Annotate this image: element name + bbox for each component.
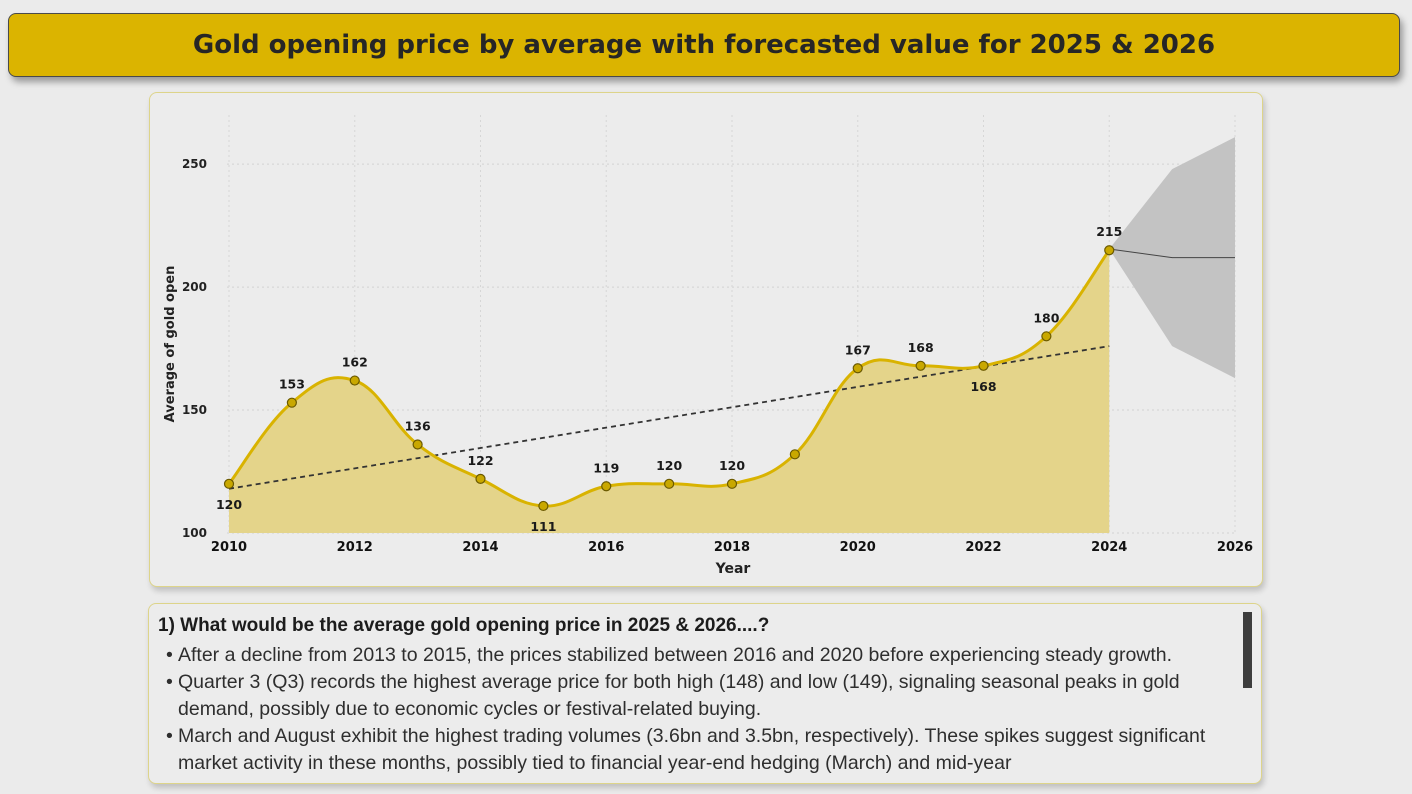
area-chart: 120 153 162 136 122 111 119 120 120 167 168 168 180 2… bbox=[163, 115, 1253, 577]
x-tick-label: 2020 bbox=[840, 540, 876, 555]
insight-bullet: • After a decline from 2013 to 2015, the … bbox=[166, 642, 1246, 669]
x-tick-label: 2018 bbox=[714, 540, 750, 555]
scrollbar-thumb[interactable] bbox=[1243, 612, 1252, 688]
x-tick-label: 2026 bbox=[1217, 540, 1253, 555]
y-tick-label: 250 bbox=[182, 157, 207, 171]
y-axis-title: Average of gold open bbox=[163, 266, 178, 423]
insight-bullet: • Quarter 3 (Q3) records the highest aver… bbox=[166, 669, 1246, 723]
data-label: 168 bbox=[908, 340, 934, 355]
forecast-line bbox=[1109, 248, 1235, 259]
data-point bbox=[349, 375, 360, 386]
chart-card: 120 153 162 136 122 111 119 120 120 167 168 168 180 2… bbox=[149, 92, 1263, 587]
data-label: 120 bbox=[719, 458, 745, 473]
x-tick-label: 2010 bbox=[211, 540, 247, 555]
page-title: Gold opening price by average with forec… bbox=[192, 30, 1216, 60]
insight-text: Quarter 3 (Q3) records the highest avera… bbox=[178, 671, 1180, 720]
bullet-marker: • bbox=[166, 671, 173, 693]
data-label: 120 bbox=[216, 497, 242, 512]
data-label: 122 bbox=[467, 453, 493, 468]
x-tick-label: 2012 bbox=[337, 540, 373, 555]
bullet-marker: • bbox=[166, 644, 173, 666]
x-tick-label: 2014 bbox=[462, 540, 498, 555]
data-label: 180 bbox=[1033, 310, 1059, 325]
data-label: 167 bbox=[845, 342, 871, 357]
title-banner: Gold opening price by average with forec… bbox=[8, 13, 1400, 77]
data-point bbox=[412, 439, 423, 450]
series-area bbox=[229, 250, 1110, 533]
data-label: 215 bbox=[1096, 224, 1122, 239]
x-tick-label: 2022 bbox=[965, 540, 1001, 555]
data-point bbox=[852, 363, 863, 374]
insight-bullet: • March and August exhibit the highest tr… bbox=[166, 723, 1246, 777]
data-point bbox=[223, 478, 235, 489]
data-point bbox=[538, 500, 549, 512]
insight-text: After a decline from 2013 to 2015, the p… bbox=[178, 644, 1173, 666]
data-point bbox=[286, 397, 297, 408]
data-point bbox=[1041, 331, 1052, 342]
data-point bbox=[601, 481, 612, 492]
trend-line bbox=[228, 345, 1110, 490]
data-point bbox=[475, 473, 486, 485]
data-point bbox=[664, 478, 675, 489]
data-label: 119 bbox=[593, 460, 619, 475]
data-label: 168 bbox=[970, 379, 996, 394]
data-point bbox=[789, 449, 800, 460]
bullet-marker: • bbox=[166, 725, 173, 747]
x-tick-label: 2016 bbox=[588, 540, 624, 555]
data-point bbox=[1104, 245, 1115, 256]
data-label: 111 bbox=[530, 519, 556, 534]
insights-list: • After a decline from 2013 to 2015, the … bbox=[166, 642, 1246, 777]
x-tick-label: 2024 bbox=[1091, 540, 1127, 555]
insights-heading: 1) What would be the average gold openin… bbox=[158, 615, 770, 636]
data-point bbox=[915, 360, 926, 371]
data-label: 153 bbox=[279, 377, 305, 392]
insight-text: March and August exhibit the highest tra… bbox=[178, 725, 1206, 774]
x-axis-title: Year bbox=[715, 561, 751, 577]
y-tick-label: 200 bbox=[182, 280, 207, 294]
data-label: 136 bbox=[405, 418, 431, 433]
data-label: 120 bbox=[656, 458, 682, 473]
data-label: 162 bbox=[342, 355, 368, 370]
data-point bbox=[726, 478, 738, 489]
y-tick-label: 100 bbox=[182, 526, 207, 540]
data-point bbox=[978, 360, 989, 371]
insights-panel: 1) What would be the average gold openin… bbox=[148, 603, 1262, 784]
y-tick-label: 150 bbox=[182, 403, 207, 417]
